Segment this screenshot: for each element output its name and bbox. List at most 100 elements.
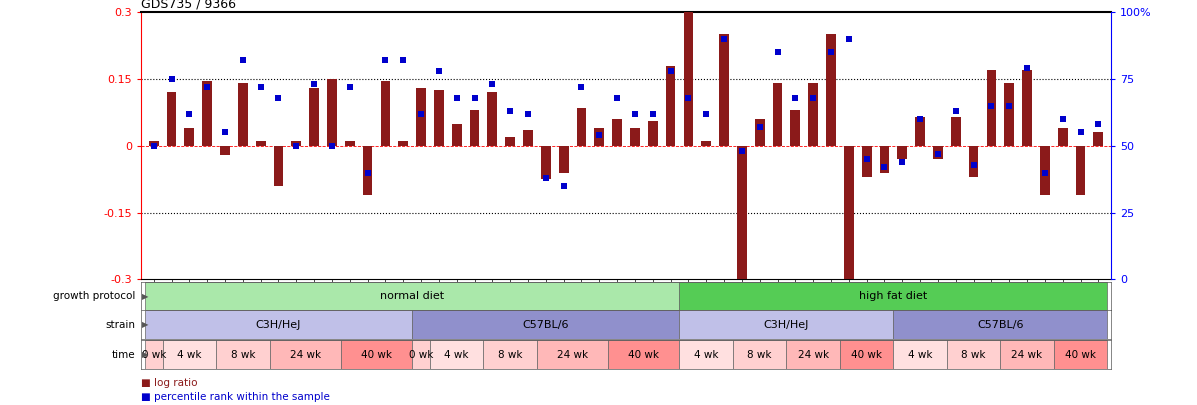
Point bbox=[358, 169, 377, 176]
Text: 8 wk: 8 wk bbox=[231, 350, 255, 360]
Bar bbox=[145, 310, 412, 339]
Bar bbox=[986, 70, 996, 146]
Text: 24 wk: 24 wk bbox=[290, 350, 321, 360]
Bar bbox=[1076, 146, 1086, 195]
Point bbox=[679, 94, 698, 101]
Text: 8 wk: 8 wk bbox=[961, 350, 986, 360]
Point bbox=[215, 129, 235, 136]
Bar bbox=[163, 340, 217, 369]
Point bbox=[929, 151, 948, 157]
Point bbox=[946, 108, 965, 114]
Point bbox=[518, 111, 537, 117]
Point bbox=[875, 164, 894, 171]
Point bbox=[715, 36, 734, 42]
Text: 4 wk: 4 wk bbox=[907, 350, 932, 360]
Bar bbox=[145, 340, 163, 369]
Bar bbox=[381, 81, 390, 146]
Bar bbox=[680, 282, 1107, 310]
Point bbox=[803, 94, 822, 101]
Bar bbox=[880, 146, 889, 173]
Bar bbox=[435, 90, 444, 146]
Bar bbox=[947, 340, 1001, 369]
Text: ▶: ▶ bbox=[142, 350, 148, 359]
Point bbox=[999, 102, 1019, 109]
Text: 4 wk: 4 wk bbox=[444, 350, 469, 360]
Text: high fat diet: high fat diet bbox=[859, 291, 928, 301]
Bar bbox=[680, 340, 733, 369]
Bar bbox=[274, 146, 284, 186]
Point bbox=[697, 111, 716, 117]
Point bbox=[162, 76, 181, 82]
Point bbox=[857, 156, 876, 162]
Point bbox=[394, 57, 413, 64]
Point bbox=[180, 111, 199, 117]
Bar bbox=[612, 119, 622, 146]
Bar bbox=[327, 79, 336, 146]
Bar bbox=[487, 92, 497, 146]
Point bbox=[1089, 121, 1108, 128]
Bar bbox=[916, 117, 925, 146]
Text: C57BL/6: C57BL/6 bbox=[523, 320, 569, 330]
Point bbox=[233, 57, 253, 64]
Text: 0 wk: 0 wk bbox=[409, 350, 433, 360]
Point bbox=[661, 68, 680, 74]
Point bbox=[768, 49, 788, 55]
Bar bbox=[683, 12, 693, 146]
Bar bbox=[786, 340, 840, 369]
Bar bbox=[950, 117, 961, 146]
Bar bbox=[595, 128, 604, 146]
Bar bbox=[630, 128, 640, 146]
Bar bbox=[148, 141, 159, 146]
Point bbox=[448, 94, 467, 101]
Point bbox=[893, 159, 912, 165]
Point bbox=[304, 81, 323, 87]
Text: 8 wk: 8 wk bbox=[498, 350, 522, 360]
Bar bbox=[341, 340, 412, 369]
Bar bbox=[772, 83, 783, 146]
Bar bbox=[412, 340, 430, 369]
Bar bbox=[577, 108, 587, 146]
Bar bbox=[893, 310, 1107, 339]
Text: GDS735 / 9366: GDS735 / 9366 bbox=[141, 0, 236, 11]
Bar bbox=[808, 83, 818, 146]
Bar bbox=[1001, 340, 1053, 369]
Text: ▶: ▶ bbox=[142, 320, 148, 329]
Bar bbox=[166, 92, 176, 146]
Bar bbox=[269, 340, 341, 369]
Bar bbox=[1022, 70, 1032, 146]
Bar bbox=[417, 88, 426, 146]
Text: ▶: ▶ bbox=[142, 292, 148, 301]
Point bbox=[554, 183, 573, 189]
Text: growth protocol: growth protocol bbox=[53, 291, 135, 301]
Text: 8 wk: 8 wk bbox=[747, 350, 772, 360]
Text: normal diet: normal diet bbox=[381, 291, 444, 301]
Text: C3H/HeJ: C3H/HeJ bbox=[764, 320, 809, 330]
Point bbox=[572, 84, 591, 90]
Bar bbox=[345, 141, 354, 146]
Bar bbox=[505, 137, 515, 146]
Text: 40 wk: 40 wk bbox=[851, 350, 882, 360]
Text: ■ percentile rank within the sample: ■ percentile rank within the sample bbox=[141, 392, 330, 402]
Bar bbox=[541, 146, 551, 179]
Text: C57BL/6: C57BL/6 bbox=[977, 320, 1023, 330]
Point bbox=[839, 36, 858, 42]
Point bbox=[733, 148, 752, 154]
Point bbox=[751, 124, 770, 130]
Point bbox=[643, 111, 662, 117]
Point bbox=[1053, 116, 1073, 122]
Bar bbox=[755, 119, 765, 146]
Bar bbox=[1053, 340, 1107, 369]
Point bbox=[590, 132, 609, 139]
Bar bbox=[862, 146, 871, 177]
Bar bbox=[1040, 146, 1050, 195]
Bar bbox=[1058, 128, 1068, 146]
Bar bbox=[719, 34, 729, 146]
Bar bbox=[968, 146, 978, 177]
Point bbox=[500, 108, 519, 114]
Text: 24 wk: 24 wk bbox=[797, 350, 828, 360]
Bar bbox=[217, 340, 269, 369]
Bar bbox=[701, 141, 711, 146]
Point bbox=[536, 175, 555, 181]
Point bbox=[340, 84, 359, 90]
Point bbox=[1017, 65, 1037, 72]
